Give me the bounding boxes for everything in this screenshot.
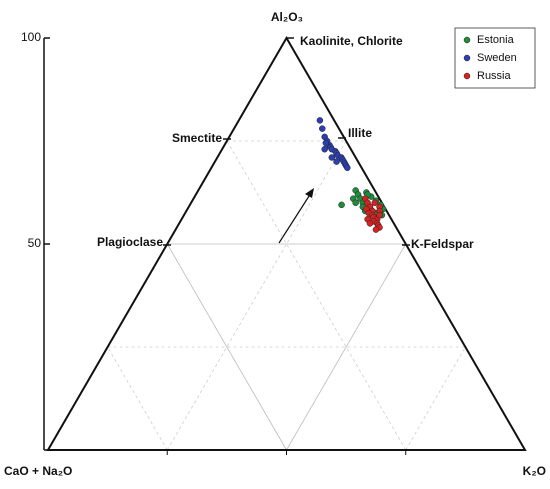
legend-label: Sweden bbox=[477, 52, 517, 64]
annotation: Kaolinite, Chlorite bbox=[300, 34, 403, 48]
legend-marker bbox=[463, 36, 471, 44]
y-tick-label: 50 bbox=[28, 236, 42, 250]
data-point bbox=[352, 199, 359, 207]
grid-line bbox=[107, 346, 168, 451]
data-point bbox=[316, 117, 324, 124]
grid-line bbox=[286, 243, 407, 451]
grid-line bbox=[166, 243, 287, 451]
data-point bbox=[366, 220, 374, 227]
legend-label: Estonia bbox=[477, 34, 515, 46]
data-point bbox=[328, 154, 336, 161]
annotation: K-Feldspar bbox=[411, 237, 474, 251]
data-point bbox=[319, 125, 326, 132]
arrow-head bbox=[305, 188, 314, 198]
right-label: K₂O bbox=[523, 464, 546, 478]
grid-line bbox=[166, 140, 347, 451]
trend-arrow bbox=[278, 192, 312, 244]
data-point bbox=[321, 145, 328, 153]
data-point bbox=[372, 226, 380, 233]
y-tick-label: 100 bbox=[21, 30, 41, 44]
triangle bbox=[46, 36, 527, 451]
data-point bbox=[371, 199, 378, 207]
legend-label: Russia bbox=[477, 70, 512, 82]
data-point bbox=[344, 164, 351, 172]
data-point bbox=[322, 139, 330, 147]
top-label: Al₂O₃ bbox=[271, 10, 303, 24]
annotation: Smectite bbox=[172, 131, 222, 145]
data-point bbox=[333, 158, 340, 165]
annotation: Illite bbox=[348, 126, 372, 140]
grid-line bbox=[405, 346, 466, 451]
left-label: CaO + Na₂O bbox=[4, 464, 72, 478]
grid-line bbox=[226, 140, 407, 451]
annotation: Plagioclase bbox=[97, 235, 163, 249]
data-point bbox=[338, 201, 345, 209]
legend-marker bbox=[463, 72, 471, 80]
data-point bbox=[376, 211, 383, 219]
legend-marker bbox=[463, 54, 471, 62]
